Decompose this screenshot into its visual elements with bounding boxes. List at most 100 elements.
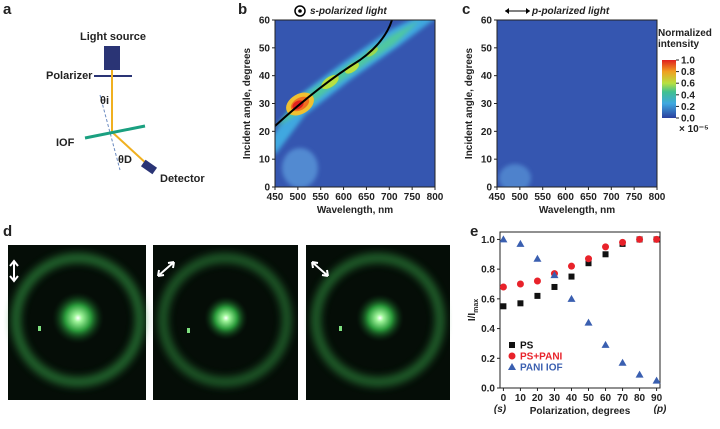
y-tick-label: 0.2 bbox=[481, 354, 495, 365]
panel-label: e bbox=[470, 223, 478, 240]
x-axis-label: Polarization, degrees bbox=[530, 406, 631, 417]
marker bbox=[653, 235, 661, 243]
annotation: (p) bbox=[654, 404, 667, 415]
x-tick-label: 700 bbox=[603, 192, 620, 203]
chart-title: s-polarized light bbox=[310, 6, 387, 17]
y-tick-label: 50 bbox=[481, 43, 493, 54]
detector bbox=[140, 159, 158, 175]
marker bbox=[602, 243, 610, 251]
marker bbox=[584, 318, 593, 326]
x-tick-label: 30 bbox=[549, 393, 561, 404]
colorbar-tick-label: 0.2 bbox=[681, 102, 695, 113]
marker bbox=[618, 358, 627, 366]
y-tick-label: 50 bbox=[259, 43, 271, 54]
y-tick-label: 1.0 bbox=[481, 235, 495, 246]
x-tick-label: 600 bbox=[335, 192, 352, 203]
y-axis-label: Incident angle, degrees bbox=[242, 47, 253, 159]
panel-label: a bbox=[3, 1, 12, 18]
legend-marker bbox=[509, 342, 515, 348]
x-tick-label: 20 bbox=[532, 393, 544, 404]
x-tick-label: 550 bbox=[534, 192, 551, 203]
x-axis-label: Wavelength, nm bbox=[317, 205, 393, 216]
legend-marker bbox=[508, 352, 516, 360]
marker bbox=[652, 376, 661, 384]
marker bbox=[533, 277, 541, 285]
y-tick-label: 30 bbox=[259, 99, 271, 110]
colorbar-tick-label: 0.4 bbox=[681, 90, 695, 101]
panel-label: c bbox=[462, 1, 470, 18]
label: Light source bbox=[80, 31, 146, 43]
legend-marker bbox=[508, 363, 516, 370]
y-tick-label: 20 bbox=[259, 127, 271, 138]
y-tick-label: 0 bbox=[486, 183, 492, 194]
panel-label: b bbox=[238, 1, 247, 18]
chart-title: p-polarized light bbox=[531, 6, 610, 17]
y-tick-label: 40 bbox=[259, 71, 271, 82]
x-tick-label: 800 bbox=[649, 192, 666, 203]
marker bbox=[499, 283, 507, 291]
colorbar-tick-label: 0.0 bbox=[681, 114, 695, 125]
x-tick-label: 650 bbox=[580, 192, 597, 203]
y-axis-label: I/Imax bbox=[467, 299, 480, 321]
x-tick-label: 750 bbox=[404, 192, 421, 203]
colorbar-title: Normalized bbox=[658, 28, 712, 39]
y-tick-label: 0.6 bbox=[481, 294, 495, 305]
marker bbox=[585, 260, 592, 267]
colorbar-tick-label: 0.6 bbox=[681, 79, 695, 90]
x-tick-label: 700 bbox=[381, 192, 398, 203]
marker bbox=[533, 254, 542, 262]
y-tick-label: 0.0 bbox=[481, 384, 495, 395]
marker bbox=[567, 294, 576, 302]
panel-label: d bbox=[3, 223, 12, 240]
annotation: (s) bbox=[494, 404, 507, 415]
y-tick-label: 60 bbox=[259, 16, 271, 27]
x-tick-label: 40 bbox=[566, 393, 578, 404]
x-tick-label: 60 bbox=[600, 393, 612, 404]
x-tick-label: 600 bbox=[557, 192, 574, 203]
y-tick-label: 20 bbox=[481, 127, 493, 138]
marker bbox=[601, 340, 610, 348]
y-tick-label: 0.4 bbox=[481, 324, 495, 335]
x-tick-label: 50 bbox=[583, 393, 595, 404]
x-tick-label: 0 bbox=[501, 393, 507, 404]
marker bbox=[551, 283, 558, 290]
marker bbox=[602, 251, 609, 258]
legend-label: PS+PANI bbox=[520, 352, 563, 363]
x-tick-label: 750 bbox=[626, 192, 643, 203]
x-axis-label: Wavelength, nm bbox=[539, 205, 615, 216]
light-source bbox=[104, 46, 120, 70]
y-tick-label: 30 bbox=[481, 99, 493, 110]
x-tick-label: 500 bbox=[290, 192, 307, 203]
marker bbox=[517, 300, 524, 307]
schematic: Light source Polarizer θi IOF θD Detecto… bbox=[46, 31, 205, 185]
marker bbox=[568, 273, 575, 280]
x-tick-label: 10 bbox=[515, 393, 527, 404]
marker bbox=[534, 292, 541, 299]
colorbar-title: intensity bbox=[658, 39, 700, 50]
marker bbox=[550, 271, 559, 279]
x-tick-label: 450 bbox=[267, 192, 284, 203]
y-tick-label: 0.8 bbox=[481, 265, 495, 276]
marker bbox=[636, 235, 644, 243]
contour-features bbox=[275, 20, 434, 187]
x-tick-label: 800 bbox=[427, 192, 444, 203]
x-tick-label: 450 bbox=[489, 192, 506, 203]
y-axis-label-sub: max bbox=[473, 299, 480, 313]
colorbar-multiplier: × 10⁻⁵ bbox=[679, 124, 709, 135]
colorbar-tick-label: 1.0 bbox=[681, 56, 695, 67]
x-tick-label: 90 bbox=[651, 393, 663, 404]
colorbar-title: Normalized intensity bbox=[658, 28, 712, 50]
photos bbox=[8, 245, 450, 400]
marker bbox=[635, 370, 644, 378]
x-tick-label: 70 bbox=[617, 393, 629, 404]
label: IOF bbox=[56, 137, 75, 149]
plot-frame bbox=[499, 231, 661, 389]
y-tick-label: 60 bbox=[481, 16, 493, 27]
colorbar bbox=[662, 60, 676, 118]
label: Polarizer bbox=[46, 70, 93, 82]
marker bbox=[619, 238, 627, 246]
beam bbox=[111, 131, 149, 166]
marker bbox=[516, 280, 524, 288]
colorbar-tick-label: 0.8 bbox=[681, 67, 695, 78]
